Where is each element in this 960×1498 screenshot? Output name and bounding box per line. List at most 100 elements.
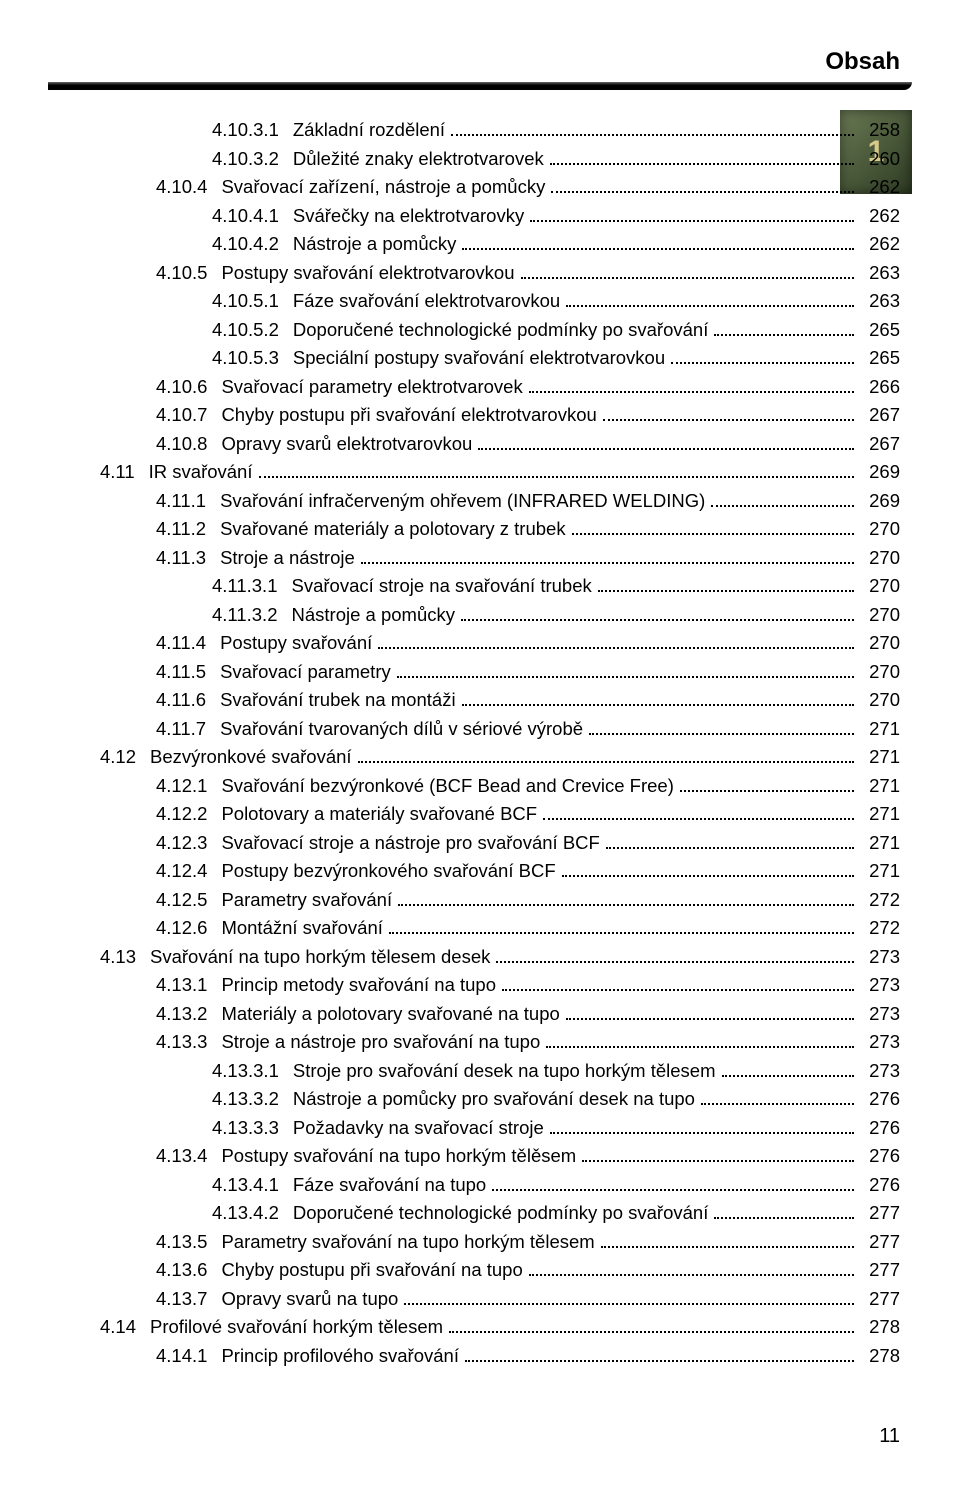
toc-row: 4.11.6Svařování trubek na montáži270	[100, 686, 900, 715]
toc-title: Svářečky na elektrotvarovky	[293, 202, 524, 231]
toc-leader	[603, 404, 854, 421]
toc-number: 4.13.7	[156, 1285, 221, 1314]
toc-row: 4.10.3.2Důležité znaky elektrotvarovek26…	[100, 145, 900, 174]
toc-row: 4.11.2Svařované materiály a polotovary z…	[100, 515, 900, 544]
toc-row: 4.11.1Svařování infračerveným ohřevem (I…	[100, 487, 900, 516]
toc-title: Nástroje a pomůcky pro svařování desek n…	[293, 1085, 695, 1114]
toc-title: Svařování tvarovaných dílů v sériové výr…	[220, 715, 583, 744]
toc-leader	[714, 319, 854, 336]
toc-number: 4.13.4.2	[212, 1199, 293, 1228]
toc-title: Princip profilového svařování	[221, 1342, 459, 1371]
toc-page: 272	[860, 886, 900, 915]
toc-row: 4.10.5Postupy svařování elektrotvarovkou…	[100, 259, 900, 288]
toc-page: 272	[860, 914, 900, 943]
toc-row: 4.10.5.2Doporučené technologické podmínk…	[100, 316, 900, 345]
toc-row: 4.11.5Svařovací parametry270	[100, 658, 900, 687]
toc-leader	[530, 205, 854, 222]
toc-row: 4.13.3Stroje a nástroje pro svařování na…	[100, 1028, 900, 1057]
toc-title: Parametry svařování na tupo horkým těles…	[221, 1228, 594, 1257]
toc-row: 4.11.3.1Svařovací stroje na svařování tr…	[100, 572, 900, 601]
toc-page: 263	[860, 259, 900, 288]
toc-row: 4.10.4Svařovací zařízení, nástroje a pom…	[100, 173, 900, 202]
toc-leader	[701, 1088, 854, 1105]
toc-leader	[601, 1231, 854, 1248]
toc-title: Doporučené technologické podmínky po sva…	[293, 316, 708, 345]
toc-page: 278	[860, 1313, 900, 1342]
toc-title: Svařovací stroje a nástroje pro svařován…	[221, 829, 599, 858]
toc-row: 4.13.4.1Fáze svařování na tupo276	[100, 1171, 900, 1200]
toc-page: 270	[860, 544, 900, 573]
toc-page: 265	[860, 344, 900, 373]
toc-title: Svařovací zařízení, nástroje a pomůcky	[221, 173, 545, 202]
toc-leader	[680, 775, 854, 792]
toc-page: 260	[860, 145, 900, 174]
toc-title: Postupy svařování elektrotvarovkou	[221, 259, 514, 288]
toc-row: 4.13.5Parametry svařování na tupo horkým…	[100, 1228, 900, 1257]
page-number: 11	[879, 1425, 900, 1448]
toc-row: 4.11.3Stroje a nástroje270	[100, 544, 900, 573]
toc-page: 271	[860, 829, 900, 858]
toc-number: 4.11	[100, 458, 149, 487]
toc-leader	[714, 1202, 854, 1219]
toc-row: 4.13.4Postupy svařování na tupo horkým t…	[100, 1142, 900, 1171]
toc-title: Opravy svarů elektrotvarovkou	[221, 430, 472, 459]
toc-page: 271	[860, 772, 900, 801]
toc-number: 4.13.2	[156, 1000, 221, 1029]
toc-page: 262	[860, 173, 900, 202]
toc-title: Základní rozdělení	[293, 116, 445, 145]
toc-leader	[562, 860, 854, 877]
toc-number: 4.13.3	[156, 1028, 221, 1057]
toc-number: 4.12.4	[156, 857, 221, 886]
toc-leader	[461, 604, 854, 621]
toc-title: Profilové svařování horkým tělesem	[150, 1313, 443, 1342]
toc-page: 267	[860, 430, 900, 459]
toc-page: 273	[860, 1028, 900, 1057]
toc-number: 4.11.1	[156, 487, 220, 516]
toc-leader	[529, 1259, 854, 1276]
toc-leader	[589, 718, 854, 735]
toc-leader	[550, 1117, 854, 1134]
toc-number: 4.10.5	[156, 259, 221, 288]
toc-number: 4.10.3.1	[212, 116, 293, 145]
toc-page: 270	[860, 629, 900, 658]
toc-page: 276	[860, 1114, 900, 1143]
toc-row: 4.11.3.2Nástroje a pomůcky270	[100, 601, 900, 630]
toc-leader	[550, 148, 854, 165]
toc-row: 4.13.2Materiály a polotovary svařované n…	[100, 1000, 900, 1029]
toc-title: Fáze svařování na tupo	[293, 1171, 486, 1200]
toc-leader	[502, 974, 854, 991]
toc-number: 4.11.3.2	[212, 601, 292, 630]
toc-title: Postupy bezvýronkového svařování BCF	[221, 857, 555, 886]
toc-row: 4.12.1Svařování bezvýronkové (BCF Bead a…	[100, 772, 900, 801]
toc-title: Parametry svařování	[221, 886, 392, 915]
toc-title: Polotovary a materiály svařované BCF	[221, 800, 537, 829]
toc-number: 4.13.5	[156, 1228, 221, 1257]
toc-row: 4.12.3Svařovací stroje a nástroje pro sv…	[100, 829, 900, 858]
toc-number: 4.11.7	[156, 715, 220, 744]
toc-title: Požadavky na svařovací stroje	[293, 1114, 544, 1143]
toc-number: 4.11.5	[156, 658, 220, 687]
toc-title: Materiály a polotovary svařované na tupo	[221, 1000, 559, 1029]
toc-number: 4.10.4.1	[212, 202, 293, 231]
toc-title: IR svařování	[149, 458, 253, 487]
toc-page: 271	[860, 800, 900, 829]
toc-container: 4.10.3.1Základní rozdělení2584.10.3.2Důl…	[100, 116, 900, 1378]
toc-leader	[582, 1145, 854, 1162]
toc-leader	[606, 832, 854, 849]
toc-number: 4.10.4.2	[212, 230, 293, 259]
toc-leader	[496, 946, 854, 963]
toc-leader	[572, 518, 854, 535]
toc-number: 4.13.6	[156, 1256, 221, 1285]
toc-leader	[361, 547, 854, 564]
toc-title: Fáze svařování elektrotvarovkou	[293, 287, 560, 316]
toc-page: 270	[860, 658, 900, 687]
toc-row: 4.11IR svařování 269	[100, 458, 900, 487]
toc-title: Svařování bezvýronkové (BCF Bead and Cre…	[221, 772, 673, 801]
toc-row: 4.12.6Montážní svařování272	[100, 914, 900, 943]
toc-title: Svařování na tupo horkým tělesem desek	[150, 943, 490, 972]
toc-page: 277	[860, 1199, 900, 1228]
toc-page: 269	[860, 458, 900, 487]
toc-page: 271	[860, 857, 900, 886]
toc-number: 4.12.6	[156, 914, 221, 943]
toc-leader	[598, 575, 854, 592]
